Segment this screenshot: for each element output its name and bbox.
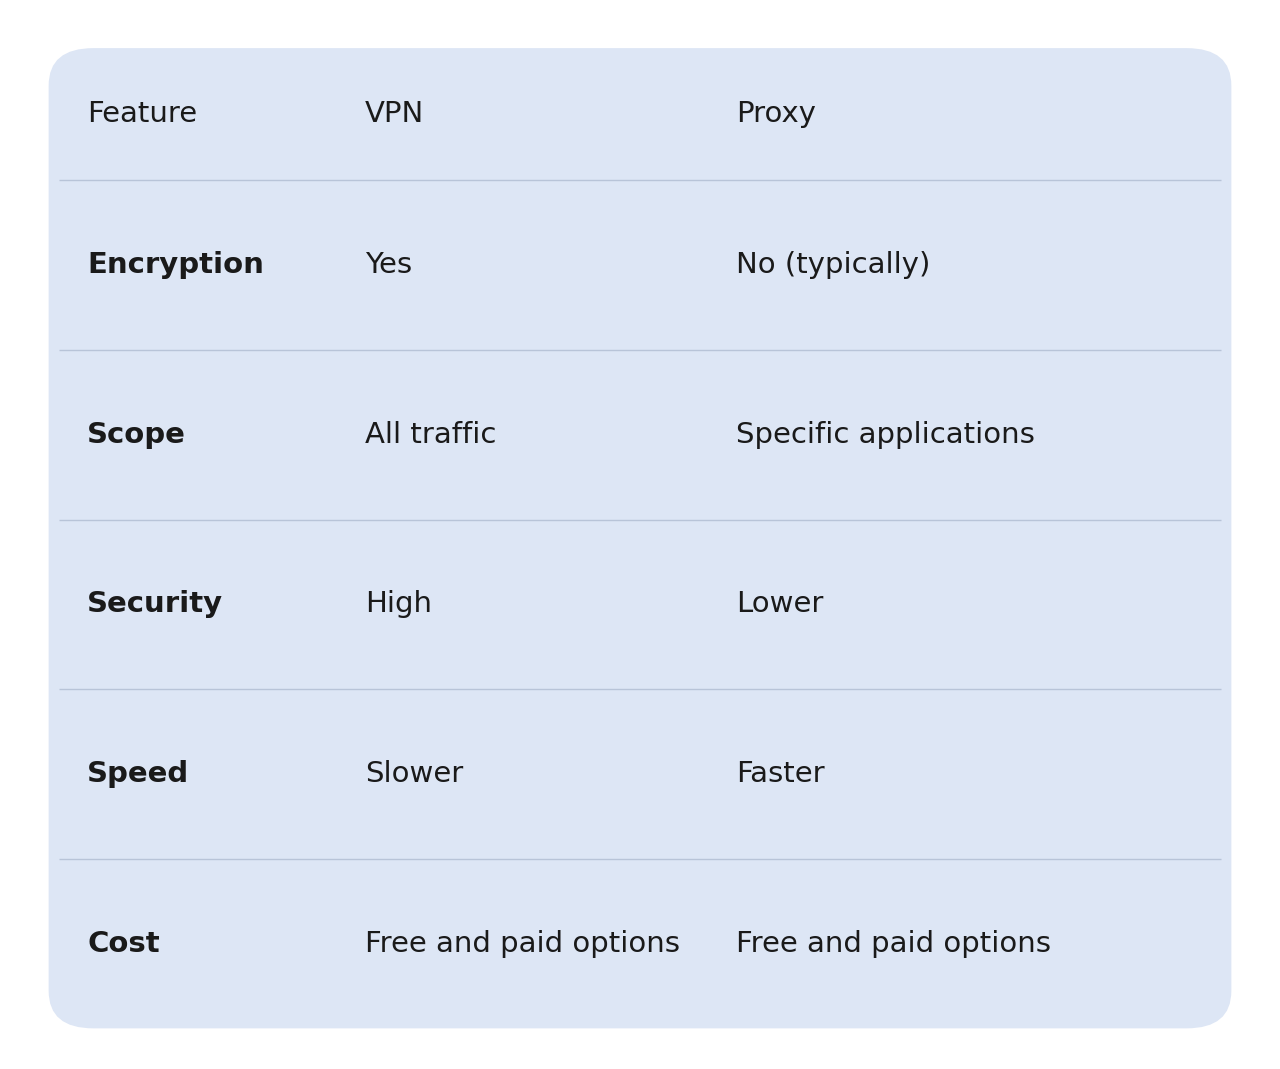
Text: All traffic: All traffic <box>365 421 497 449</box>
Text: VPN: VPN <box>365 100 424 128</box>
Text: Faster: Faster <box>736 760 824 788</box>
Text: Scope: Scope <box>87 421 186 449</box>
Text: Lower: Lower <box>736 590 823 618</box>
Text: High: High <box>365 590 431 618</box>
Text: Cost: Cost <box>87 930 160 958</box>
Text: Speed: Speed <box>87 760 189 788</box>
Text: Encryption: Encryption <box>87 251 264 279</box>
Text: Yes: Yes <box>365 251 412 279</box>
Text: Proxy: Proxy <box>736 100 817 128</box>
Text: No (typically): No (typically) <box>736 251 931 279</box>
Text: Security: Security <box>87 590 223 618</box>
Text: Feature: Feature <box>87 100 197 128</box>
Text: Free and paid options: Free and paid options <box>365 930 680 958</box>
FancyBboxPatch shape <box>49 48 1231 1028</box>
Text: Free and paid options: Free and paid options <box>736 930 1051 958</box>
Text: Specific applications: Specific applications <box>736 421 1034 449</box>
Text: Slower: Slower <box>365 760 463 788</box>
